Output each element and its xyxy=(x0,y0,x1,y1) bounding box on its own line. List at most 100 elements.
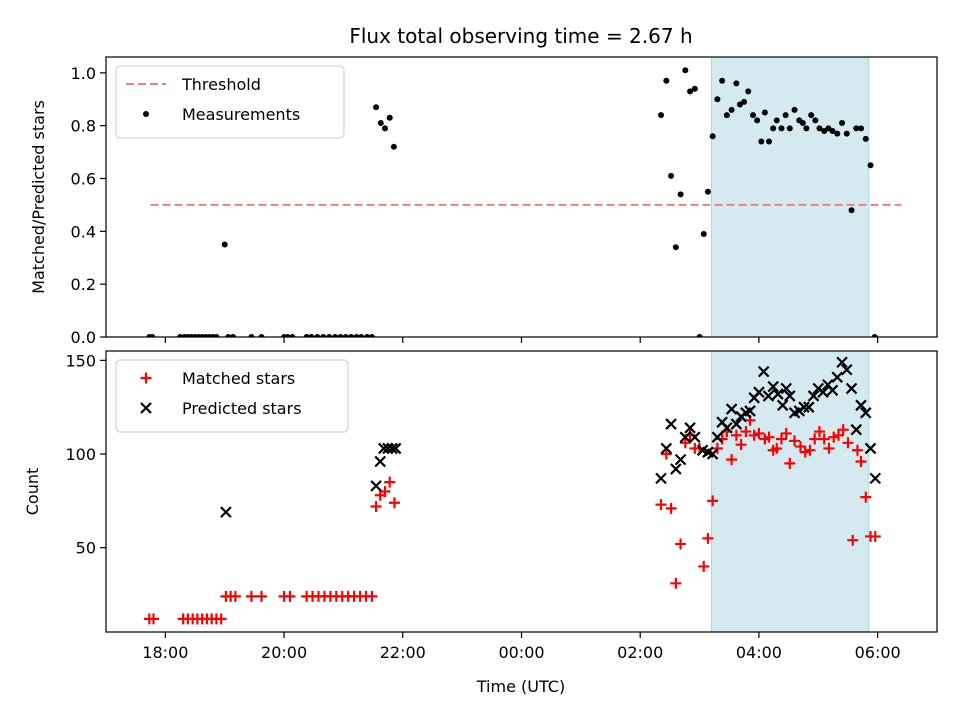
data-point xyxy=(813,426,825,438)
data-point xyxy=(386,114,393,121)
data-point xyxy=(679,437,691,449)
data-point xyxy=(389,442,402,455)
plot-area xyxy=(143,356,882,625)
data-point xyxy=(220,506,232,518)
y-tick-label: 100 xyxy=(65,445,96,464)
data-point xyxy=(829,127,836,134)
data-point xyxy=(655,472,667,485)
data-point xyxy=(256,590,268,602)
data-point xyxy=(368,334,375,337)
data-point xyxy=(798,401,810,413)
data-point xyxy=(855,456,867,468)
data-point xyxy=(869,530,881,542)
data-point xyxy=(660,448,672,460)
data-point xyxy=(230,334,237,337)
data-point xyxy=(668,172,675,179)
y-tick-label: 0.0 xyxy=(71,328,96,347)
data-point xyxy=(663,77,670,84)
data-point xyxy=(753,427,765,439)
data-point xyxy=(670,463,682,475)
data-point xyxy=(778,125,785,132)
data-point xyxy=(845,382,858,395)
series-matched-stars xyxy=(143,414,881,625)
data-point xyxy=(706,448,719,460)
data-point xyxy=(314,334,321,337)
y-tick-label: 150 xyxy=(65,351,96,370)
data-point xyxy=(709,133,716,140)
data-point xyxy=(358,334,365,337)
data-point xyxy=(657,112,664,119)
data-point xyxy=(337,334,344,337)
data-point xyxy=(836,356,848,369)
series-measurements xyxy=(146,67,878,337)
data-point xyxy=(761,109,768,116)
data-point xyxy=(812,117,819,124)
data-point xyxy=(773,117,780,124)
y-tick-label: 0.8 xyxy=(71,117,96,136)
legend-label: Matched stars xyxy=(182,369,295,388)
data-point xyxy=(308,334,315,337)
chart-title: Flux total observing time = 2.67 h xyxy=(349,24,692,48)
data-point xyxy=(843,130,850,137)
data-point xyxy=(776,399,789,412)
data-point xyxy=(851,444,863,456)
legend-marker xyxy=(140,402,152,414)
x-tick-label: 02:00 xyxy=(617,643,663,662)
data-point xyxy=(862,135,869,142)
data-point xyxy=(860,491,872,503)
data-point xyxy=(381,125,388,132)
data-point xyxy=(342,334,349,337)
legend-label: Threshold xyxy=(181,75,261,94)
series-predicted-stars xyxy=(220,356,882,518)
x-tick-label: 06:00 xyxy=(855,643,901,662)
data-point xyxy=(700,230,707,237)
data-point xyxy=(744,405,756,417)
data-point xyxy=(384,476,396,488)
data-point xyxy=(348,334,355,337)
data-point xyxy=(869,472,882,485)
data-point xyxy=(353,334,360,337)
data-point xyxy=(691,85,698,92)
data-point xyxy=(364,334,371,337)
y-tick-label: 1.0 xyxy=(71,64,96,83)
x-tick-label: 00:00 xyxy=(498,643,544,662)
data-point xyxy=(763,431,775,443)
data-point xyxy=(665,502,677,514)
data-point xyxy=(831,371,844,384)
data-point xyxy=(660,442,673,455)
data-point xyxy=(730,429,742,441)
data-point xyxy=(221,241,228,248)
y-axis-label: Count xyxy=(23,468,42,516)
legend-marker xyxy=(143,111,149,117)
data-point xyxy=(749,112,756,119)
data-point xyxy=(258,334,265,337)
data-point xyxy=(679,431,692,443)
data-point xyxy=(794,441,806,453)
data-point xyxy=(855,399,867,412)
shaded-region xyxy=(710,56,870,338)
legend-label: Predicted stars xyxy=(182,399,302,418)
data-point xyxy=(740,426,752,438)
y-tick-label: 0.2 xyxy=(71,275,96,294)
data-point xyxy=(733,80,740,87)
data-point xyxy=(677,191,684,198)
data-point xyxy=(675,538,687,550)
data-point xyxy=(782,112,789,119)
data-point xyxy=(766,138,773,145)
data-point xyxy=(745,88,752,95)
ratio-panel: 0.0 0.2 0.4 0.6 0.8 1.0 Matched/Predicted star… xyxy=(29,56,938,347)
data-point xyxy=(791,106,798,113)
data-point xyxy=(707,495,719,507)
y-tick-label: 50 xyxy=(76,539,96,558)
data-point xyxy=(741,98,748,105)
data-point xyxy=(719,77,726,84)
data-point xyxy=(370,480,382,492)
data-point xyxy=(772,388,784,400)
data-point xyxy=(730,418,743,430)
data-point xyxy=(711,431,724,443)
data-point xyxy=(725,403,738,415)
data-point xyxy=(803,125,810,132)
data-point xyxy=(853,125,860,132)
data-point xyxy=(687,88,694,95)
